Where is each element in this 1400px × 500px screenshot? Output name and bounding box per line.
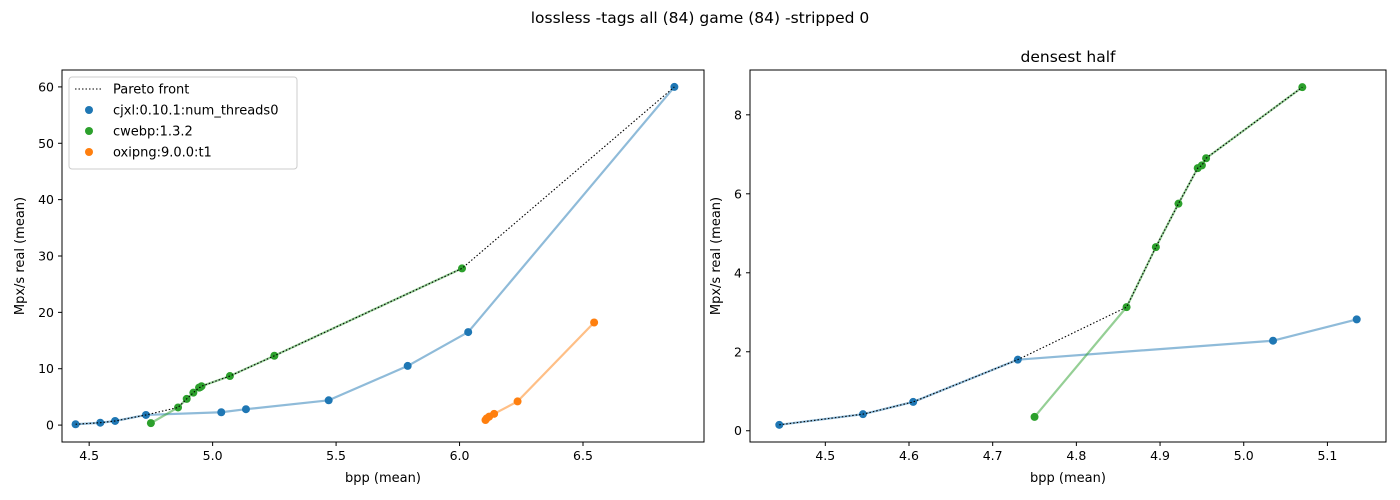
data-point-oxipng: [590, 318, 599, 327]
data-point-oxipng: [513, 397, 522, 406]
y-tick-label: 40: [38, 192, 54, 207]
legend-box: [68, 76, 298, 170]
x-tick-label: 4.6: [899, 448, 919, 463]
data-point-cjxl: [1352, 315, 1361, 324]
data-point-cjxl: [909, 397, 918, 406]
y-tick-label: 6: [734, 186, 742, 201]
x-tick-label: 5.5: [326, 448, 346, 463]
legend: Pareto front cjxl:0.10.1:num_threads0cweb…: [68, 76, 298, 170]
y-tick-label: 4: [734, 265, 742, 280]
legend-marker-oxipng: [85, 148, 93, 156]
y-tick-label: 10: [38, 361, 54, 376]
data-point-cjxl: [324, 396, 333, 405]
x-tick-label: 5.1: [1317, 448, 1337, 463]
data-point-cwebp: [1174, 199, 1183, 208]
x-tick-label: 4.8: [1066, 448, 1086, 463]
x-axis-label: bpp (mean): [1030, 471, 1106, 486]
panel-title: densest half: [1021, 48, 1117, 66]
pareto-front-line: [75, 86, 675, 425]
data-point-cwebp: [1151, 243, 1160, 252]
chart-panel-left: 4.5 5.0 5.5 6.0 6.5 0 10 20 30 40 50 60 bpp (mean) Mp…: [13, 69, 705, 486]
legend-marker-cwebp: [85, 127, 93, 135]
data-point-cwebp: [146, 419, 155, 428]
x-tick-label: 5.0: [1234, 448, 1254, 463]
x-tick-label: 6.0: [450, 448, 470, 463]
data-point-cjxl: [403, 361, 412, 370]
data-point-oxipng: [490, 409, 499, 418]
y-tick-label: 2: [734, 344, 742, 359]
data-point-cwebp: [1030, 412, 1039, 421]
x-tick-label: 4.5: [815, 448, 835, 463]
x-tick-label: 4.5: [79, 448, 99, 463]
y-tick-label: 0: [46, 418, 54, 433]
data-point-cwebp: [174, 403, 183, 412]
legend-entry: oxipng:9.0.0:t1: [113, 146, 212, 161]
x-tick-label: 4.7: [983, 448, 1003, 463]
data-point-cjxl: [1269, 336, 1278, 345]
data-point-cjxl: [464, 328, 473, 337]
y-axis-label: Mpx/s real (mean): [13, 197, 28, 315]
figure-title: lossless -tags all (84) game (84) -strip…: [531, 9, 870, 27]
data-point-cjxl: [217, 408, 226, 417]
chart-panel-right: 4.5 4.6 4.7 4.8 4.9 5.0 5.1 0 2 4 6 8 bpp (mean) Mpx/…: [709, 48, 1387, 486]
x-tick-label: 6.5: [573, 448, 593, 463]
legend-entry: Pareto front: [113, 83, 189, 98]
data-point-cwebp: [1197, 161, 1206, 170]
y-tick-label: 20: [38, 305, 54, 320]
y-axis-label: Mpx/s real (mean): [709, 197, 724, 315]
data-point-cwebp: [1122, 303, 1131, 312]
plot-area: [749, 69, 1387, 443]
data-point-cwebp: [225, 372, 234, 381]
y-tick-label: 30: [38, 249, 54, 264]
legend-marker-cjxl: [85, 106, 93, 114]
x-tick-label: 4.9: [1150, 448, 1170, 463]
y-tick-label: 50: [38, 136, 54, 151]
y-tick-label: 8: [734, 107, 742, 122]
x-axis-label: bpp (mean): [345, 471, 421, 486]
y-tick-label: 60: [38, 79, 54, 94]
legend-entry: cjxl:0.10.1:num_threads0: [113, 104, 278, 119]
legend-entry: cwebp:1.3.2: [113, 125, 193, 140]
x-tick-label: 5.0: [203, 448, 223, 463]
data-point-cjxl: [241, 405, 250, 414]
data-point-cwebp: [458, 264, 467, 273]
data-point-cwebp: [197, 382, 206, 391]
y-tick-label: 0: [734, 423, 742, 438]
